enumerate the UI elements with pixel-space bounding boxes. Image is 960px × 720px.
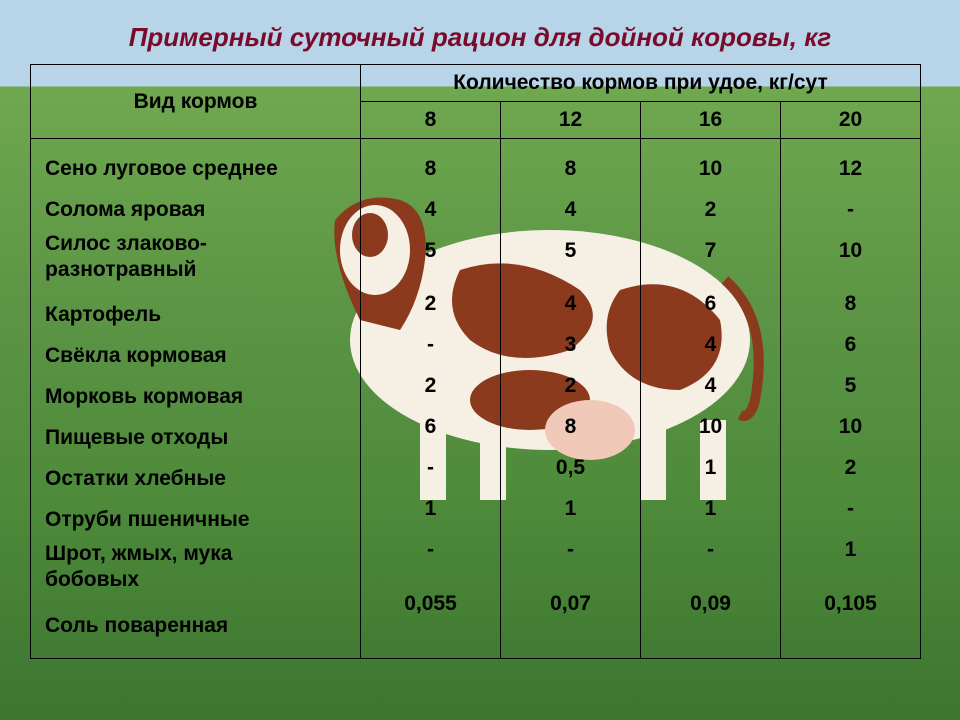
value-cell: 7 [645,231,776,285]
value-cell: 1 [505,489,636,530]
value-cell: 1 [645,448,776,489]
value-cell: 0,105 [785,584,916,625]
value-cell: 2 [365,284,496,325]
feed-label: Остатки хлебные [45,459,348,500]
value-cell: 1 [785,530,916,584]
ration-table: Вид кормов Количество кормов при удое, к… [30,64,921,659]
value-cell: 4 [505,284,636,325]
value-cell: 0,055 [365,584,496,625]
value-cell: 4 [645,366,776,407]
feed-label: Отруби пшеничные [45,500,348,541]
header-group: Количество кормов при удое, кг/сут [361,65,921,102]
vals-col-2: 10276441011-0,09 [641,139,781,659]
feed-label: Морковь кормовая [45,377,348,418]
vals-col-0: 8452-26-1-0,055 [361,139,501,659]
vals-col-1: 84543280,51-0,07 [501,139,641,659]
value-cell: 5 [365,231,496,285]
value-cell: 6 [785,325,916,366]
value-cell: 2 [645,190,776,231]
value-cell: 8 [505,149,636,190]
value-cell: 0,09 [645,584,776,625]
value-cell: 5 [505,231,636,285]
value-cell: 8 [785,284,916,325]
feed-label: Сено луговое среднее [45,149,348,190]
value-cell: - [645,530,776,584]
value-cell: 2 [785,448,916,489]
feed-label: Картофель [45,295,348,336]
value-cell: 6 [645,284,776,325]
value-cell: 12 [785,149,916,190]
value-cell: - [365,448,496,489]
feed-label: Солома яровая [45,190,348,231]
value-cell: 10 [645,149,776,190]
value-cell: - [505,530,636,584]
header-level-1: 12 [501,102,641,139]
value-cell: 0,07 [505,584,636,625]
value-cell: - [785,489,916,530]
value-cell: 5 [785,366,916,407]
value-cell: 8 [365,149,496,190]
feed-label: Силос злаково-разнотравный [45,231,348,296]
value-cell: 2 [365,366,496,407]
value-cell: 1 [365,489,496,530]
vals-col-3: 12-10865102-10,105 [781,139,921,659]
header-level-3: 20 [781,102,921,139]
page-title: Примерный суточный рацион для дойной кор… [0,22,960,53]
value-cell: 8 [505,407,636,448]
value-cell: 10 [645,407,776,448]
value-cell: - [365,530,496,584]
header-feed-type: Вид кормов [31,65,361,139]
header-level-0: 8 [361,102,501,139]
feed-label: Пищевые отходы [45,418,348,459]
value-cell: 10 [785,231,916,285]
value-cell: 4 [505,190,636,231]
value-cell: 0,5 [505,448,636,489]
value-cell: 1 [645,489,776,530]
header-level-2: 16 [641,102,781,139]
value-cell: 2 [505,366,636,407]
value-cell: - [785,190,916,231]
value-cell: 4 [645,325,776,366]
value-cell: 6 [365,407,496,448]
feed-list-cell: Сено луговое среднееСолома яроваяСилос з… [31,139,361,659]
feed-label: Свёкла кормовая [45,336,348,377]
value-cell: - [365,325,496,366]
feed-label: Соль поваренная [45,606,348,647]
value-cell: 3 [505,325,636,366]
feed-label: Шрот, жмых, мукабобовых [45,541,348,606]
value-cell: 4 [365,190,496,231]
value-cell: 10 [785,407,916,448]
